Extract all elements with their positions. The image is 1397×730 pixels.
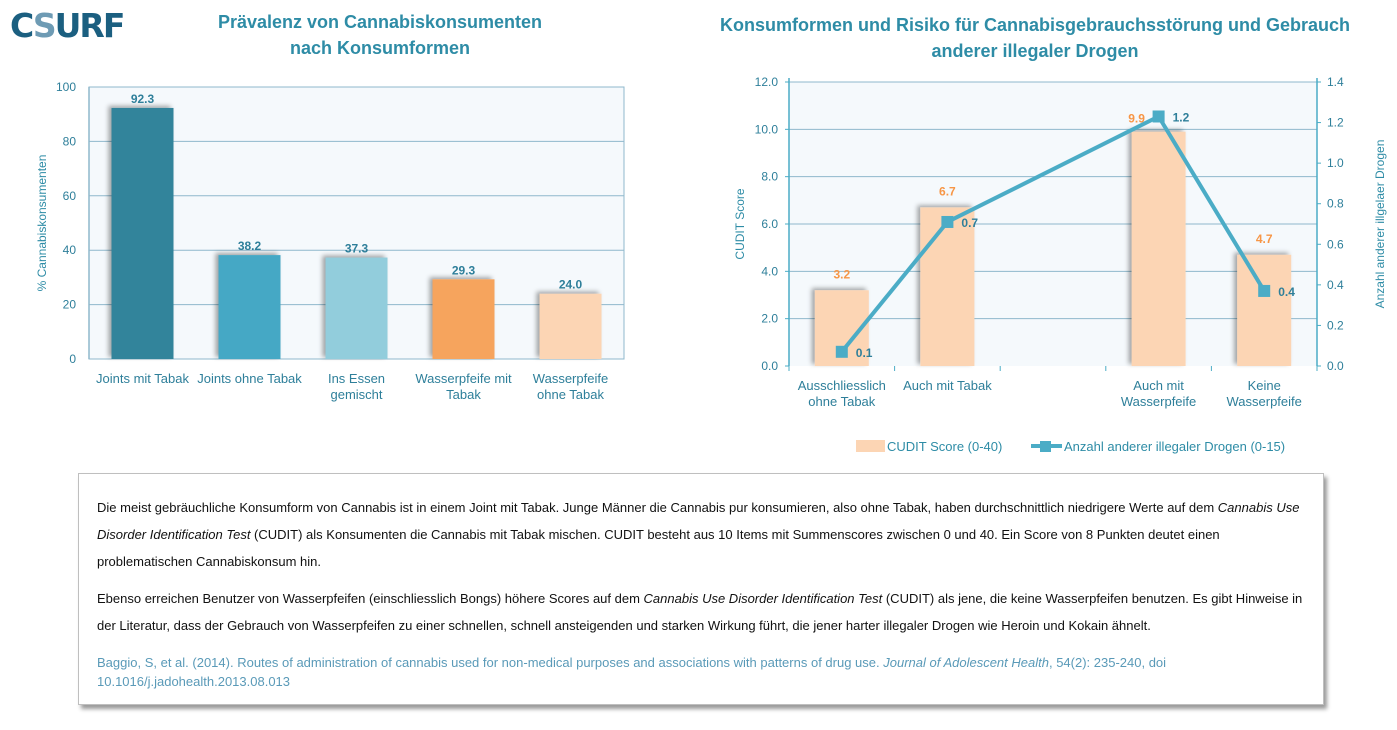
- line-data-label: 0.7: [961, 216, 978, 230]
- x-tick-label: gemischt: [330, 387, 382, 402]
- line-marker: [941, 215, 954, 228]
- x-tick-label: Wasserpfeife mit: [415, 371, 512, 386]
- info-textbox: Die meist gebräuchliche Konsumform von C…: [78, 473, 1324, 705]
- chart2-title-line: anderer illegaler Drogen: [931, 41, 1139, 61]
- legend-swatch-bar: [856, 440, 885, 452]
- legend-swatch-marker: [1040, 441, 1051, 452]
- y2-axis-title: Anzahl anderer illgelaer Drogen: [1373, 140, 1387, 309]
- chart1-title-line: nach Konsumformen: [289, 38, 471, 58]
- x-tick-label: Keine: [1248, 378, 1281, 393]
- y-axis-title: % Cannabiskonsumenten: [35, 155, 49, 292]
- bar-data-label: 3.2: [833, 267, 850, 281]
- x-tick-label: ohne Tabak: [537, 387, 604, 402]
- line-data-label: 0.1: [856, 346, 873, 360]
- y2-tick-label: 1.0: [1327, 156, 1344, 170]
- text: Ebenso erreichen Benutzer von Wasserpfei…: [97, 591, 644, 606]
- y-tick-label: 100: [56, 80, 76, 94]
- y-tick-label: 2.0: [761, 312, 778, 326]
- text: Die meist gebräuchliche Konsumform von C…: [97, 500, 1218, 515]
- chart2-title-line: Konsumformen und Risiko für Cannabisgebr…: [719, 15, 1351, 35]
- test-name: Cannabis Use Disorder Identification Tes…: [643, 591, 883, 606]
- bar: [1237, 254, 1292, 366]
- bar: [325, 257, 388, 359]
- y-tick-label: 6.0: [761, 217, 778, 231]
- data-label: 37.3: [345, 242, 369, 256]
- x-tick-label: ohne Tabak: [808, 394, 875, 409]
- logo-part: URF: [54, 6, 126, 45]
- y2-tick-label: 0.0: [1327, 359, 1344, 373]
- x-tick-label: Ins Essen: [328, 371, 385, 386]
- line-marker: [835, 345, 848, 358]
- line-marker: [1152, 110, 1165, 123]
- csurf-logo: CSURF: [10, 6, 126, 45]
- test-name: Cannabis Use Disorder Identification Tes…: [97, 500, 1300, 542]
- line-data-label: 1.2: [1173, 110, 1190, 124]
- bar: [920, 207, 975, 366]
- data-label: 38.2: [238, 239, 262, 253]
- citation: Baggio, S, et al. (2014). Routes of admi…: [97, 653, 1305, 691]
- bar: [539, 293, 602, 359]
- y2-tick-label: 0.6: [1327, 237, 1344, 251]
- y2-tick-label: 0.8: [1327, 197, 1344, 211]
- chart2-title: Konsumformen und Risiko für Cannabisgebr…: [690, 12, 1380, 64]
- bar: [111, 107, 174, 359]
- line-data-label: 0.4: [1278, 285, 1295, 299]
- y-tick-label: 12.0: [755, 75, 779, 89]
- bar: [432, 279, 495, 359]
- x-tick-label: Joints ohne Tabak: [197, 371, 302, 386]
- charts-canvas: 0 20 40 60 80 100 92.3 Joints mit Tabak 38.2 Join…: [35, 75, 1387, 454]
- y2-tick-label: 1.2: [1327, 116, 1344, 130]
- legend-label: CUDIT Score (0-40): [887, 439, 1002, 454]
- x-tick-label: Joints mit Tabak: [96, 371, 189, 386]
- x-tick-label: Auch mit: [1133, 378, 1184, 393]
- journal-name: Journal of Adolescent Health: [883, 655, 1049, 670]
- x-tick-label: Wasserpfeife: [533, 371, 608, 386]
- y-tick-label: 0.0: [761, 359, 778, 373]
- logo-part: S: [32, 6, 57, 45]
- y-tick-label: 60: [63, 189, 77, 203]
- y-tick-label: 40: [63, 243, 77, 257]
- data-label: 92.3: [131, 92, 155, 106]
- y-tick-label: 20: [63, 298, 77, 312]
- bar: [218, 255, 281, 359]
- y-tick-label: 0: [69, 352, 76, 366]
- line-segment: [840, 220, 949, 354]
- paragraph-2: Ebenso erreichen Benutzer von Wasserpfei…: [97, 585, 1305, 639]
- bar-data-label: 9.9: [1128, 112, 1145, 126]
- data-label: 24.0: [559, 278, 583, 292]
- x-tick-label: Tabak: [446, 387, 481, 402]
- chart1-title: Prävalenz von Cannabiskonsumenten nach K…: [180, 9, 580, 61]
- line-segment: [946, 114, 1160, 224]
- paragraph-1: Die meist gebräuchliche Konsumform von C…: [97, 494, 1305, 575]
- text: , 54(2): 235-240, doi 10.1016/j.jadoheal…: [97, 655, 1167, 689]
- logo-part: C: [10, 6, 35, 45]
- y2-tick-label: 1.4: [1327, 75, 1344, 89]
- legend-label: Anzahl anderer illegaler Drogen (0-15): [1064, 439, 1285, 454]
- line-segment: [1156, 115, 1266, 292]
- x-tick-label: Wasserpfeife: [1227, 394, 1302, 409]
- x-tick-label: Ausschliesslich: [798, 378, 886, 393]
- y-tick-label: 10.0: [755, 122, 779, 136]
- y2-tick-label: 0.2: [1327, 318, 1344, 332]
- y-tick-label: 8.0: [761, 170, 778, 184]
- text: (CUDIT) als Konsumenten die Cannabis mit…: [97, 527, 1220, 569]
- x-tick-label: Wasserpfeife: [1121, 394, 1196, 409]
- y-tick-label: 80: [63, 134, 77, 148]
- y-axis-title: CUDIT Score: [733, 188, 747, 259]
- data-label: 29.3: [452, 263, 476, 277]
- bar-data-label: 6.7: [939, 184, 956, 198]
- y2-tick-label: 0.4: [1327, 278, 1344, 292]
- chart1-title-line: Prävalenz von Cannabiskonsumenten: [217, 12, 543, 32]
- text: Baggio, S, et al. (2014). Routes of admi…: [97, 655, 884, 670]
- bar-data-label: 4.7: [1256, 232, 1273, 246]
- text: (CUDIT) als jene, die keine Wasserpfeife…: [97, 591, 1303, 633]
- x-tick-label: Auch mit Tabak: [903, 378, 992, 393]
- bar: [1131, 131, 1186, 366]
- y-tick-label: 4.0: [761, 264, 778, 278]
- line-marker: [1258, 284, 1271, 297]
